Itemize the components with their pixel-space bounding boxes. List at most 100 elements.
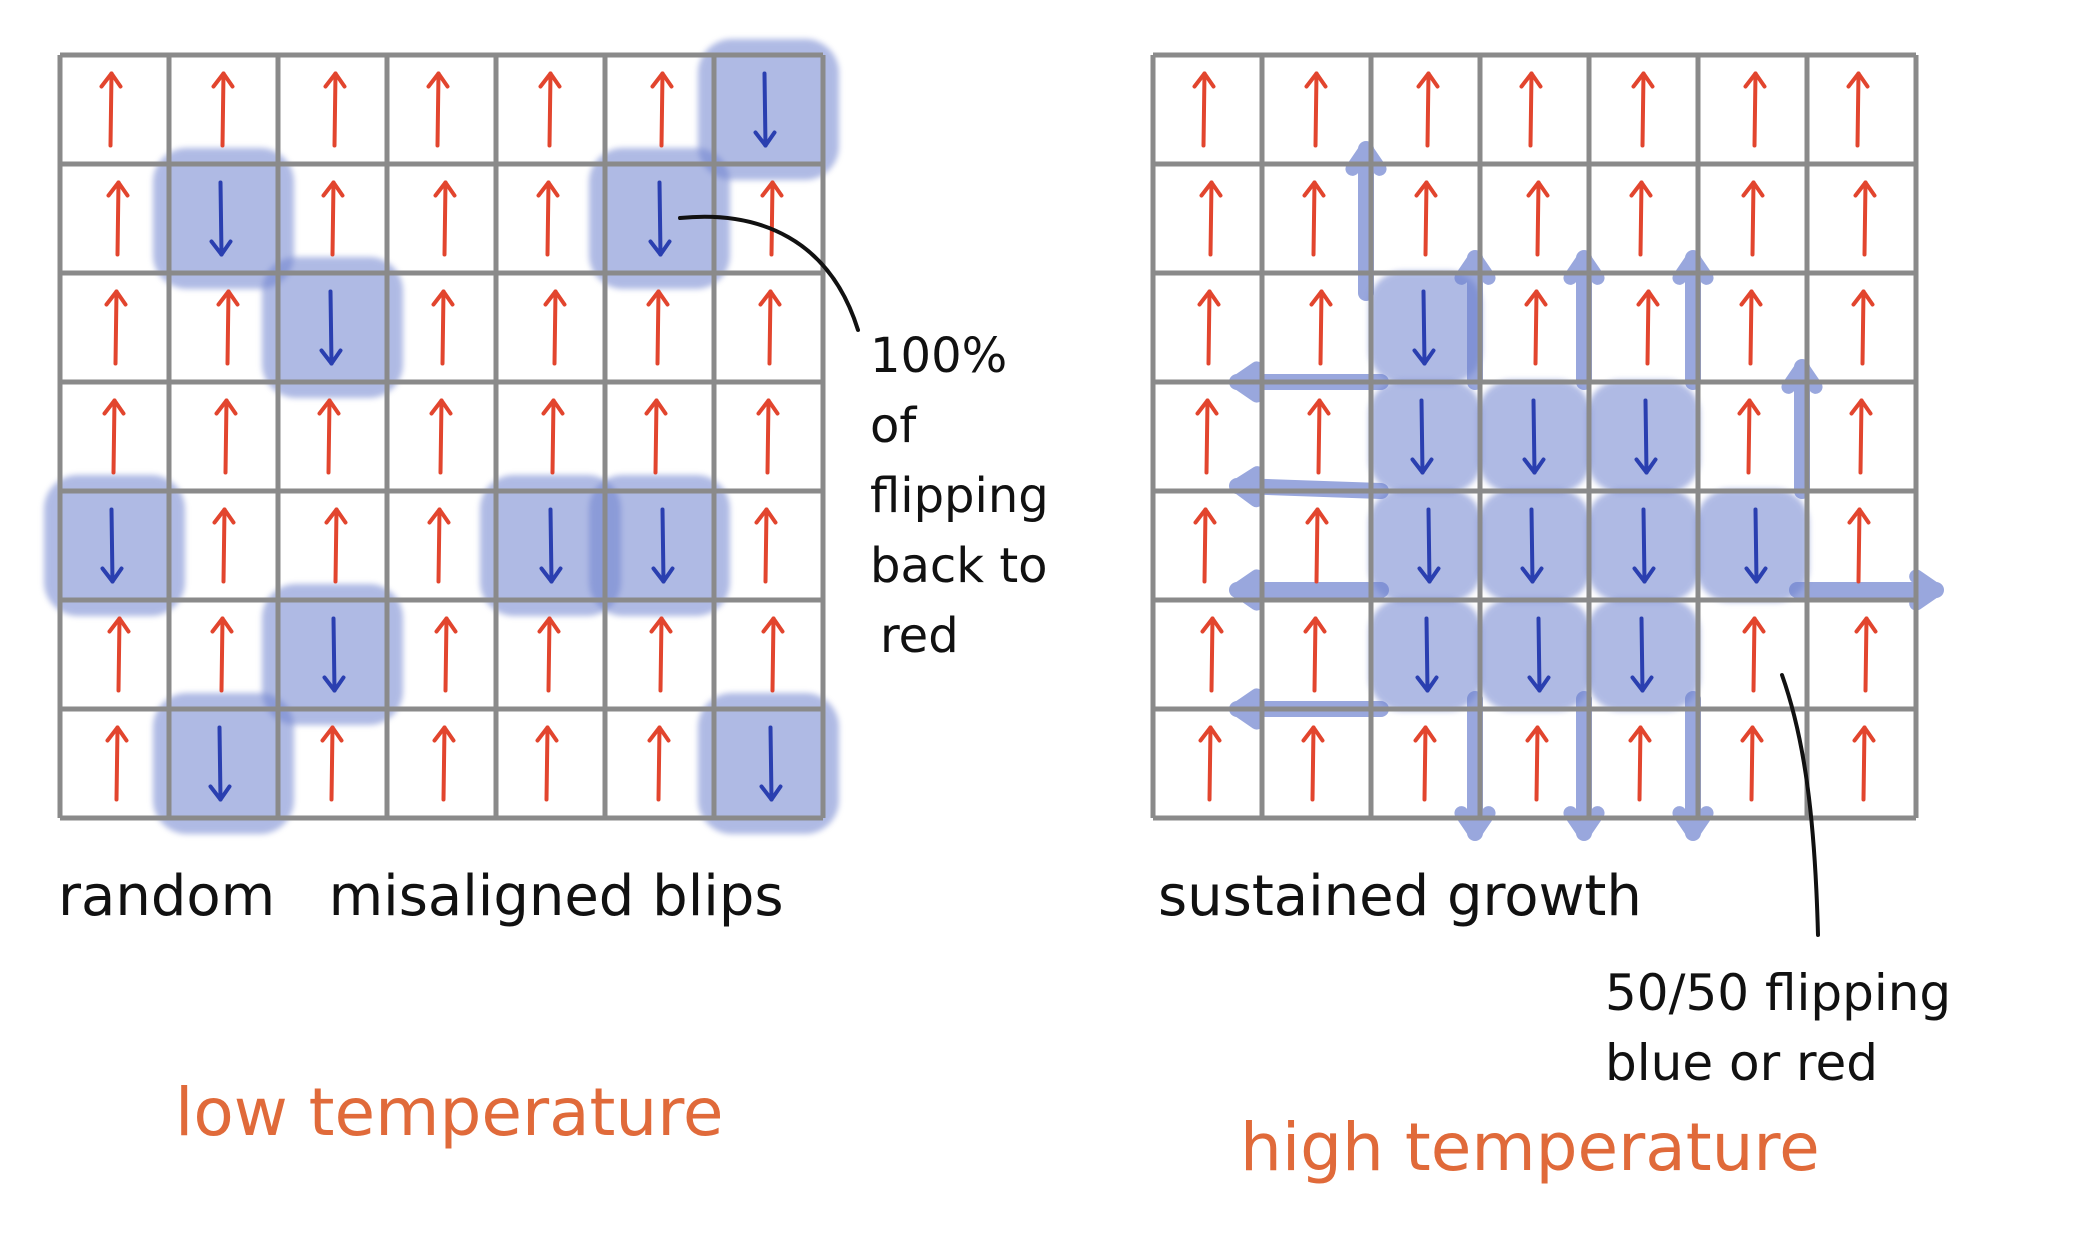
spin-up-arrow	[650, 71, 674, 148]
spin-up-arrow	[324, 507, 348, 584]
spin-up-arrow	[431, 289, 455, 366]
flipped-cell-highlight	[153, 148, 294, 289]
spin-up-arrow	[1851, 289, 1875, 366]
high-annotation-line-1: 50/50 flipping	[1605, 964, 1951, 1022]
spin-up-arrow	[1740, 725, 1764, 802]
spin-down-arrow	[1410, 398, 1434, 475]
spin-up-arrow	[1524, 289, 1548, 366]
spin-up-arrow	[1853, 180, 1877, 257]
spin-up-arrow	[1303, 616, 1327, 693]
flipped-cell-highlight	[44, 475, 185, 616]
spin-up-arrow	[1628, 725, 1652, 802]
spin-up-arrow	[1302, 180, 1326, 257]
spin-up-arrow	[1849, 398, 1873, 475]
spin-down-arrow	[651, 507, 675, 584]
spin-up-arrow	[432, 725, 456, 802]
spin-up-arrow	[535, 725, 559, 802]
spin-up-arrow	[756, 398, 780, 475]
high-spin-grid	[1150, 52, 1919, 821]
low-annotation-leader	[678, 214, 860, 332]
high-spin-arrows	[1192, 71, 1878, 802]
spin-up-arrow	[317, 398, 341, 475]
spin-up-arrow	[211, 71, 235, 148]
spin-up-arrow	[1304, 71, 1328, 148]
low-annotation-line-1: 100%	[870, 328, 1007, 384]
spin-up-arrow	[1305, 507, 1329, 584]
spin-up-arrow	[105, 725, 129, 802]
growth-arrow	[1672, 691, 1714, 841]
high-temperature-panel: 50/50 flipping blue or red sustained gro…	[1150, 52, 1951, 1186]
low-annotation-line-3: flipping	[870, 468, 1049, 524]
spin-up-arrow	[323, 71, 347, 148]
spin-up-arrow	[434, 616, 458, 693]
spin-up-arrow	[1852, 725, 1876, 802]
flipped-cell-highlight	[1478, 489, 1591, 602]
spin-up-arrow	[107, 616, 131, 693]
spin-up-arrow	[760, 180, 784, 257]
growth-arrow	[1789, 569, 1944, 611]
spin-up-arrow	[538, 71, 562, 148]
spin-up-arrow	[536, 180, 560, 257]
spin-up-arrow	[1199, 180, 1223, 257]
spin-up-arrow	[1414, 180, 1438, 257]
low-annotation-line-5: red	[880, 608, 959, 664]
low-spin-grid	[57, 52, 826, 821]
growth-arrow	[1563, 250, 1605, 390]
spin-down-arrow	[1634, 398, 1658, 475]
spin-up-arrow	[320, 725, 344, 802]
spin-up-arrow	[761, 616, 785, 693]
spin-up-arrow	[1737, 398, 1761, 475]
spin-up-arrow	[1309, 289, 1333, 366]
spin-up-arrow	[754, 507, 778, 584]
spin-up-arrow	[1525, 725, 1549, 802]
spin-down-arrow	[208, 725, 232, 802]
spin-up-arrow	[106, 180, 130, 257]
growth-arrow	[1672, 250, 1714, 390]
spin-down-arrow	[648, 180, 672, 257]
spin-up-arrow	[1192, 71, 1216, 148]
spin-up-arrow	[1200, 616, 1224, 693]
spin-up-arrow	[649, 616, 673, 693]
spin-up-arrow	[644, 398, 668, 475]
spin-down-arrow	[209, 180, 233, 257]
low-annotation-line-4: back to	[870, 538, 1048, 594]
spin-up-arrow	[429, 398, 453, 475]
spin-down-arrow	[1744, 507, 1768, 584]
spin-up-arrow	[1416, 71, 1440, 148]
spin-down-arrow	[100, 507, 124, 584]
spin-down-arrow	[1527, 616, 1551, 693]
spin-up-arrow	[426, 71, 450, 148]
spin-up-arrow	[1307, 398, 1331, 475]
spin-up-arrow	[1846, 71, 1870, 148]
spin-up-arrow	[1854, 616, 1878, 693]
spin-down-arrow	[1417, 507, 1441, 584]
spin-up-arrow	[1743, 71, 1767, 148]
high-annotation-leader	[1780, 673, 1820, 937]
low-spin-arrows	[99, 71, 785, 802]
low-temperature-panel: 100% of flipping back to red random misa…	[44, 39, 1049, 1151]
spin-up-arrow	[647, 725, 671, 802]
spin-up-arrow	[1629, 180, 1653, 257]
flipped-cell-highlight	[698, 39, 839, 180]
spin-down-arrow	[322, 616, 346, 693]
spin-up-arrow	[543, 289, 567, 366]
spin-up-arrow	[541, 398, 565, 475]
spin-up-arrow	[758, 289, 782, 366]
flipped-cell-highlight	[589, 475, 730, 616]
spin-up-arrow	[646, 289, 670, 366]
low-annotation-line-2: of	[870, 398, 917, 454]
spin-down-arrow	[539, 507, 563, 584]
spin-down-arrow	[1630, 616, 1654, 693]
flipped-cell-highlight	[1369, 380, 1482, 493]
spin-up-arrow	[99, 71, 123, 148]
spin-up-arrow	[210, 616, 234, 693]
flipped-cell-highlight	[698, 693, 839, 834]
spin-down-arrow	[319, 289, 343, 366]
spin-up-arrow	[1631, 71, 1655, 148]
high-caption: sustained growth	[1158, 864, 1642, 929]
spin-up-arrow	[102, 398, 126, 475]
spin-up-arrow	[1198, 725, 1222, 802]
low-temperature-label: low temperature	[175, 1074, 724, 1151]
spin-up-arrow	[1526, 180, 1550, 257]
spin-up-arrow	[1742, 616, 1766, 693]
